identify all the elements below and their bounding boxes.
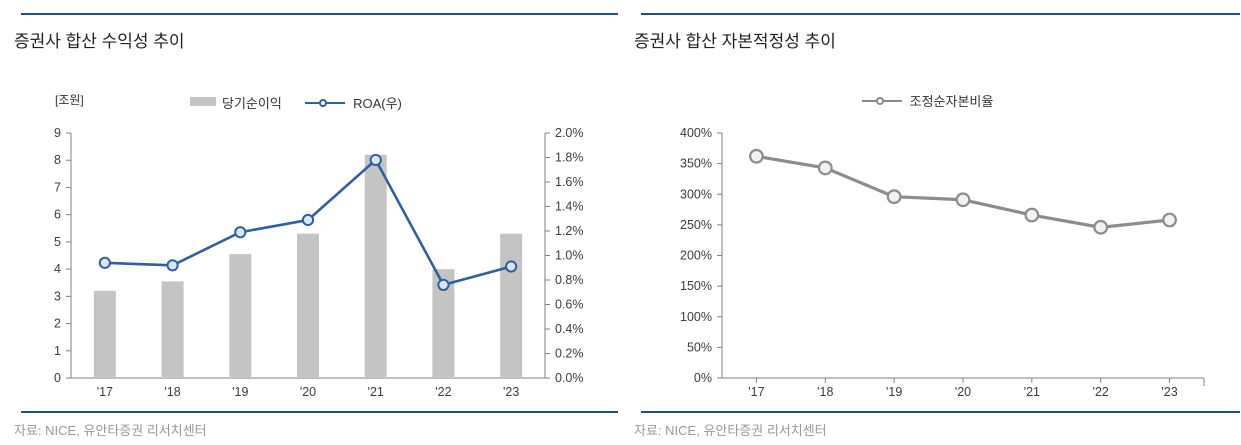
- svg-text:1.4%: 1.4%: [555, 200, 584, 214]
- svg-text:'20: '20: [300, 385, 316, 399]
- svg-text:150%: 150%: [680, 279, 712, 293]
- svg-text:0.0%: 0.0%: [555, 371, 584, 385]
- svg-text:'19: '19: [232, 385, 248, 399]
- svg-text:8: 8: [54, 153, 61, 167]
- svg-text:'20: '20: [955, 385, 971, 399]
- svg-text:350%: 350%: [680, 157, 712, 171]
- svg-text:'22: '22: [1093, 385, 1109, 399]
- svg-text:1.2%: 1.2%: [555, 224, 584, 238]
- svg-text:0.2%: 0.2%: [555, 347, 584, 361]
- svg-text:0.8%: 0.8%: [555, 273, 584, 287]
- svg-text:1: 1: [54, 344, 61, 358]
- svg-text:200%: 200%: [680, 249, 712, 263]
- svg-text:'18: '18: [164, 385, 180, 399]
- svg-text:'22: '22: [435, 385, 451, 399]
- svg-text:100%: 100%: [680, 310, 712, 324]
- svg-text:1.6%: 1.6%: [555, 175, 584, 189]
- svg-text:'23: '23: [503, 385, 519, 399]
- svg-text:2: 2: [54, 317, 61, 331]
- svg-text:'18: '18: [817, 385, 833, 399]
- svg-text:'23: '23: [1161, 385, 1177, 399]
- svg-text:4: 4: [54, 262, 61, 276]
- svg-text:300%: 300%: [680, 187, 712, 201]
- svg-text:9: 9: [54, 126, 61, 140]
- svg-text:0.6%: 0.6%: [555, 298, 584, 312]
- svg-text:'21: '21: [1024, 385, 1040, 399]
- svg-text:7: 7: [54, 180, 61, 194]
- svg-text:0%: 0%: [694, 371, 712, 385]
- svg-text:'21: '21: [368, 385, 384, 399]
- svg-text:250%: 250%: [680, 218, 712, 232]
- svg-text:5: 5: [54, 235, 61, 249]
- svg-text:'19: '19: [886, 385, 902, 399]
- svg-text:50%: 50%: [687, 340, 712, 354]
- svg-text:2.0%: 2.0%: [555, 126, 584, 140]
- svg-text:6: 6: [54, 208, 61, 222]
- svg-text:400%: 400%: [680, 126, 712, 140]
- svg-text:'17: '17: [748, 385, 764, 399]
- svg-text:1.0%: 1.0%: [555, 249, 584, 263]
- svg-text:3: 3: [54, 289, 61, 303]
- svg-text:1.8%: 1.8%: [555, 151, 584, 165]
- svg-text:0.4%: 0.4%: [555, 322, 584, 336]
- svg-text:'17: '17: [97, 385, 113, 399]
- svg-text:0: 0: [54, 371, 61, 385]
